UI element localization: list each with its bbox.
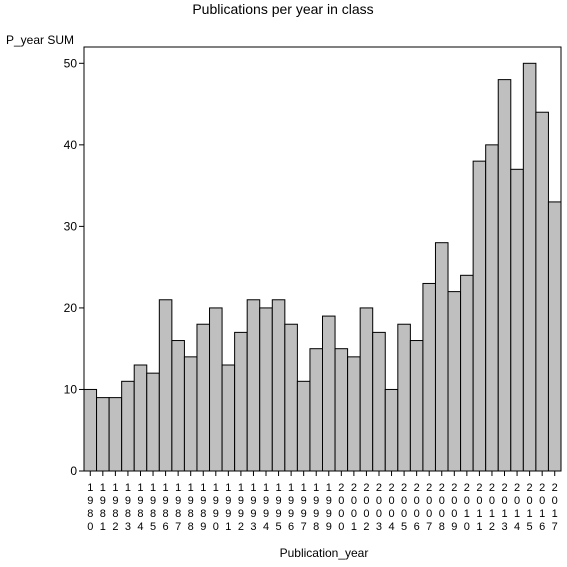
y-tick-label: 10: [64, 382, 78, 396]
chart-title: Publications per year in class: [192, 1, 373, 17]
bar: [158, 299, 173, 472]
bar: [347, 356, 361, 472]
bar: [485, 144, 499, 472]
bar: [146, 372, 160, 472]
bar: [259, 307, 273, 472]
bar: [246, 299, 261, 472]
y-tick-label: 40: [64, 138, 78, 152]
bar: [447, 291, 462, 472]
bar: [234, 331, 248, 472]
bar: [359, 307, 374, 472]
bar: [183, 356, 198, 472]
bar: [397, 323, 411, 472]
bar: [372, 331, 386, 472]
y-tick-label: 50: [64, 56, 78, 70]
bar: [322, 315, 336, 472]
bar: [83, 388, 98, 472]
bar: [334, 348, 349, 472]
bar: [196, 323, 211, 472]
bar: [497, 79, 512, 472]
plot-frame: [83, 46, 562, 472]
bar: [309, 348, 324, 472]
bar: [460, 274, 474, 472]
bar: [422, 282, 436, 472]
bar: [284, 323, 298, 472]
bar: [535, 111, 549, 472]
bar: [409, 340, 424, 472]
y-tick-label: 20: [64, 301, 78, 315]
bar: [209, 307, 223, 472]
bar: [522, 62, 537, 472]
bar: [271, 299, 286, 472]
y-tick-label: 0: [70, 464, 77, 478]
bar: [472, 160, 487, 472]
bar: [510, 168, 524, 472]
bar: [384, 388, 399, 472]
bar: [121, 380, 135, 472]
bar: [96, 397, 110, 472]
bar: [434, 242, 449, 472]
bar: [108, 397, 123, 472]
bar: [133, 364, 148, 472]
bar: [221, 364, 236, 472]
bar: [547, 201, 562, 472]
y-axis-label: P_year SUM: [6, 33, 74, 47]
y-tick-label: 30: [64, 219, 78, 233]
plot-area: 0 10 20 30 40 50 1 9 8 0 1 9 8 1 1 9 8 2 1 9 8 3 1 9 8 4 1 9 8 5 1 9 8 6 1…: [64, 46, 562, 533]
x-axis-label: Publication_year: [280, 546, 369, 560]
bar: [296, 380, 311, 472]
bar: [171, 340, 185, 472]
